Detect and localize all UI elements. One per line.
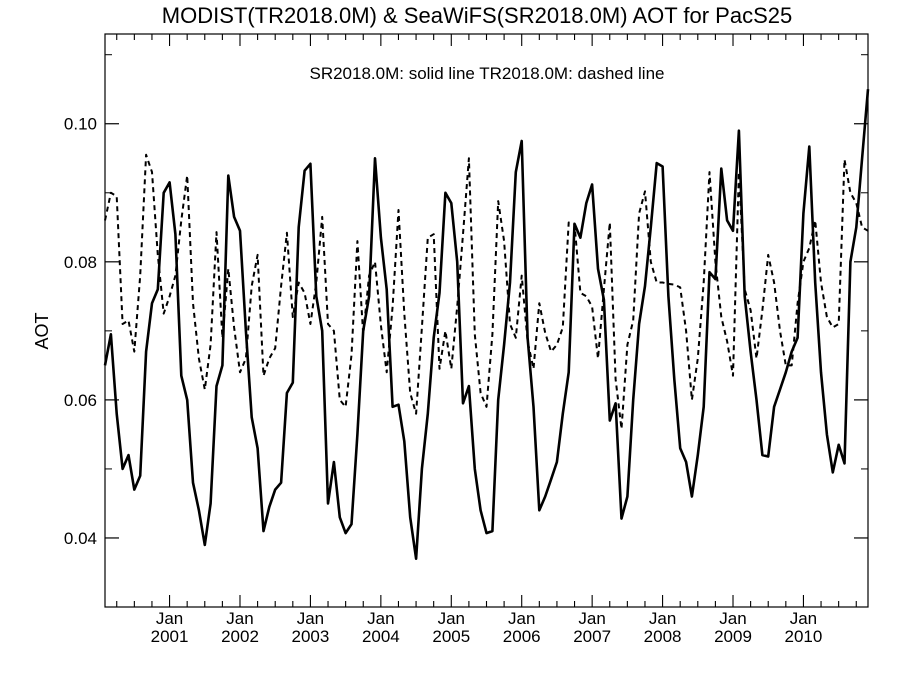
series-layer bbox=[103, 89, 870, 561]
x-tick-label-year: 2001 bbox=[151, 627, 189, 646]
plot-frame bbox=[104, 33, 869, 608]
x-tick-label-month: Jan bbox=[297, 609, 324, 628]
x-tick-label-month: Jan bbox=[578, 609, 605, 628]
x-tick-label-year: 2003 bbox=[292, 627, 330, 646]
x-tick-label-month: Jan bbox=[226, 609, 253, 628]
line-style-annotation: SR2018.0M: solid line TR2018.0M: dashed … bbox=[309, 64, 664, 83]
y-tick-label: 0.06 bbox=[64, 391, 97, 410]
chart-title: MODIST(TR2018.0M) & SeaWiFS(SR2018.0M) A… bbox=[162, 3, 792, 28]
y-axis-label: AOT bbox=[32, 312, 52, 349]
x-tick-label-year: 2002 bbox=[221, 627, 259, 646]
x-tick-label-month: Jan bbox=[367, 609, 394, 628]
x-axis-ticks: Jan2001Jan2002Jan2003Jan2004Jan2005Jan20… bbox=[116, 34, 857, 646]
x-tick-label-year: 2009 bbox=[714, 627, 752, 646]
x-tick-label-month: Jan bbox=[156, 609, 183, 628]
y-tick-label: 0.10 bbox=[64, 115, 97, 134]
series-line-tr2018-0m bbox=[104, 153, 869, 430]
series-line-sr2018-0m bbox=[103, 89, 870, 561]
x-tick-label-year: 2005 bbox=[432, 627, 470, 646]
x-tick-label-year: 2006 bbox=[503, 627, 541, 646]
x-tick-label-month: Jan bbox=[790, 609, 817, 628]
x-tick-label-year: 2004 bbox=[362, 627, 400, 646]
y-tick-label: 0.08 bbox=[64, 253, 97, 272]
x-tick-label-month: Jan bbox=[438, 609, 465, 628]
x-tick-label-month: Jan bbox=[719, 609, 746, 628]
x-tick-label-year: 2010 bbox=[785, 627, 823, 646]
y-tick-label: 0.04 bbox=[64, 529, 97, 548]
x-tick-label-month: Jan bbox=[649, 609, 676, 628]
x-tick-label-month: Jan bbox=[508, 609, 535, 628]
x-tick-label-year: 2008 bbox=[644, 627, 682, 646]
y-axis-ticks: 0.04 0.06 0.08 0.10 bbox=[64, 54, 868, 608]
x-tick-label-year: 2007 bbox=[573, 627, 611, 646]
